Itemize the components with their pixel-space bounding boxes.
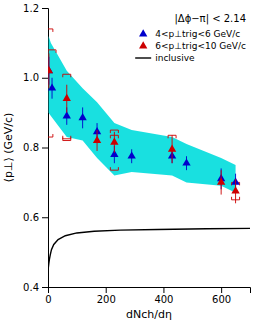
legend-swatch xyxy=(139,29,147,36)
y-tick: 1.2 xyxy=(23,3,48,14)
x-tick-label: 0 xyxy=(45,294,51,305)
point xyxy=(231,186,239,193)
y-tick: 1.0 xyxy=(23,72,48,83)
systematic-bracket-low xyxy=(110,167,118,170)
legend-label: 6<p⊥trig<10 GeV/c xyxy=(155,41,246,51)
y-tick-label: 1.2 xyxy=(23,3,39,14)
point xyxy=(63,94,71,101)
x-tick-label: 200 xyxy=(97,294,116,305)
y-tick-mark xyxy=(42,217,48,218)
x-tick: 0 xyxy=(45,287,51,305)
y-tick-label: 0.8 xyxy=(23,142,39,153)
marks xyxy=(48,29,250,268)
point xyxy=(168,144,176,151)
systematic-errors xyxy=(48,29,240,200)
x-axis-line xyxy=(49,288,251,294)
point xyxy=(182,158,190,165)
x-axis: 0 200 400 600 xyxy=(45,287,250,305)
x-tick-mark xyxy=(106,287,107,293)
plot-area: 0 200 400 600 0.4 0.6 0.8 1.0 1.2 dNch/dη ⟨p⊥⟩ (Ge… xyxy=(2,3,251,321)
point xyxy=(48,66,53,73)
systematic-bracket-low xyxy=(63,136,71,139)
y-tick-label: 1.0 xyxy=(23,72,39,83)
y-tick-mark xyxy=(42,8,48,9)
x-tick-mark xyxy=(163,287,164,293)
scatter-series xyxy=(48,53,240,203)
y-tick-mark xyxy=(42,148,48,149)
point xyxy=(78,113,86,120)
scatter-series xyxy=(48,57,240,191)
y-tick-label: 0.4 xyxy=(23,282,39,293)
y-tick-mark xyxy=(42,78,48,79)
y-axis-line xyxy=(42,9,49,288)
point xyxy=(93,136,101,143)
legend-label: 4<p⊥trig<6 GeV/c xyxy=(155,29,240,39)
x-tick: 600 xyxy=(212,287,231,305)
x-tick: 200 xyxy=(97,287,116,305)
x-tick-mark xyxy=(221,287,222,293)
systematic-bracket-low xyxy=(48,134,53,137)
legend-item: 4<p⊥trig<6 GeV/c xyxy=(139,29,240,39)
y-tick: 0.8 xyxy=(23,142,48,153)
x-tick: 400 xyxy=(154,287,173,305)
y-tick: 0.6 xyxy=(23,212,48,223)
x-tick-label: 600 xyxy=(212,294,231,305)
x-tick-label: 400 xyxy=(154,294,173,305)
y-tick-label: 0.6 xyxy=(23,212,39,223)
systematic-bracket-high xyxy=(48,50,56,53)
legend-swatch xyxy=(139,41,147,48)
legend-label: inclusive xyxy=(155,53,195,63)
chart: 0 200 400 600 0.4 0.6 0.8 1.0 1.2 dNch/dη ⟨p⊥⟩ (Ge… xyxy=(0,0,260,323)
y-tick-mark xyxy=(42,287,48,288)
legend-swatch xyxy=(135,57,151,58)
band xyxy=(49,36,236,193)
systematic-bracket-low xyxy=(63,138,71,141)
y-axis: 0.4 0.6 0.8 1.0 1.2 xyxy=(23,3,48,293)
legend-item: inclusive xyxy=(135,53,195,63)
y-tick: 0.4 xyxy=(23,282,48,293)
legend-item: 6<p⊥trig<10 GeV/c xyxy=(139,41,246,51)
y-axis-title: ⟨p⊥⟩ (GeV/c) xyxy=(2,113,15,183)
line xyxy=(48,228,250,267)
systematic-bracket-high xyxy=(63,74,71,77)
annotation: |Δϕ−π| < 2.14 xyxy=(174,13,246,25)
legend: 4<p⊥trig<6 GeV/c 6<p⊥trig<10 GeV/c inclusi… xyxy=(135,29,246,63)
point xyxy=(128,151,136,158)
point xyxy=(217,178,225,185)
systematic-bracket-high xyxy=(48,29,53,32)
x-axis-title: dNch/dη xyxy=(126,308,172,321)
point xyxy=(48,66,53,73)
point xyxy=(110,137,118,144)
